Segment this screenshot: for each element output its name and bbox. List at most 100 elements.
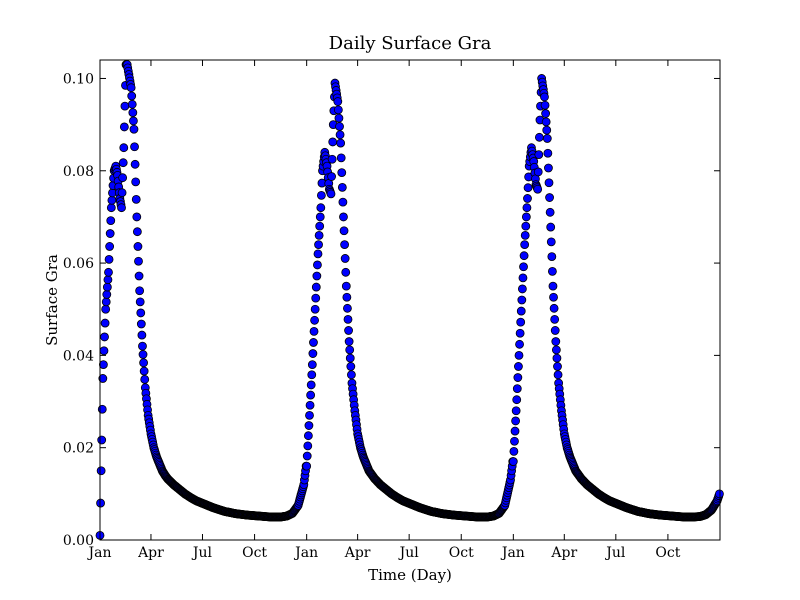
data-point [342,292,352,302]
data-point [333,97,343,106]
data-point [132,227,142,237]
data-point [310,315,319,325]
data-point [127,99,137,109]
data-point [119,143,129,153]
data-point [550,326,560,335]
data-point [343,314,353,324]
y-tick-label: 0.02 [63,441,94,457]
data-point [316,190,326,200]
data-point [129,124,139,134]
data-point [519,262,528,272]
data-point [327,172,336,181]
data-point [337,182,347,192]
data-point [314,240,323,250]
data-point [128,108,138,118]
data-point [139,366,149,376]
x-tick-label: Apr [137,545,164,561]
data-point [549,303,559,313]
data-point [541,109,551,118]
data-point [533,167,543,177]
data-point [315,212,325,222]
data-point [133,242,143,251]
data-point [312,271,322,281]
data-point [130,159,140,169]
x-tick-label: Oct [655,545,680,561]
data-point [551,337,561,346]
data-point [516,317,526,327]
data-point [106,216,116,226]
data-point [544,178,554,188]
data-point [520,230,530,240]
data-point [548,266,557,276]
data-point [534,132,544,142]
data-point [344,326,353,335]
data-point [335,130,345,140]
data-point [127,91,137,101]
data-point [307,370,317,380]
data-point [105,242,115,251]
data-point [336,138,346,148]
data-point [543,148,553,158]
data-point [135,297,145,307]
data-point [97,435,107,445]
axis-ticks: Jan Apr Jul Oct Jan Apr Jul Oct Jan Apr Jul Oct 0.00… [63,60,720,561]
data-point [304,421,314,430]
data-point [512,395,522,405]
plot-frame [99,59,721,541]
data-point [309,326,319,336]
data-point [510,436,519,446]
data-point [102,282,112,292]
data-point [328,137,338,147]
data-point [302,451,312,461]
data-point [139,358,149,368]
data-point [136,308,146,318]
data-point [519,251,529,261]
data-point [118,158,128,168]
x-tick-label: Jul [398,545,420,561]
data-point [345,353,355,363]
data-point [549,292,558,302]
data-point [521,221,531,231]
x-tick-label: Jan [293,545,318,561]
data-point [303,441,313,451]
data-point [514,362,523,371]
data-point [313,249,323,259]
data-point [99,346,109,356]
data-point [551,345,561,355]
data-point [552,353,562,363]
data-point [104,267,113,277]
data-point [103,275,113,285]
data-point [341,267,351,277]
data-point [120,101,130,111]
data-point [135,286,145,296]
data-point [337,168,347,178]
data-point [344,337,354,346]
data-point [130,142,139,152]
data-point [339,226,349,236]
data-point [129,116,138,126]
data-point [511,406,521,416]
data-point [508,457,518,466]
data-point [138,341,147,351]
data-point [546,237,556,247]
data-point [132,212,142,222]
data-point [96,498,105,508]
data-point [517,295,527,305]
data-point [512,384,522,394]
y-tick-label: 0.06 [63,256,94,272]
data-point [523,194,532,203]
data-point [521,212,531,222]
data-point [544,163,553,173]
data-point [547,252,557,262]
x-axis-label: Time (Day) [368,566,452,584]
data-point [119,122,129,132]
data-point [542,134,552,143]
data-point [138,350,148,359]
data-point [134,256,143,266]
data-point [520,240,530,250]
data-point [522,203,532,213]
chart-title: Daily Surface Gra [329,33,492,54]
data-point [140,374,150,384]
data-point [541,117,551,127]
y-tick-label: 0.08 [63,164,94,180]
